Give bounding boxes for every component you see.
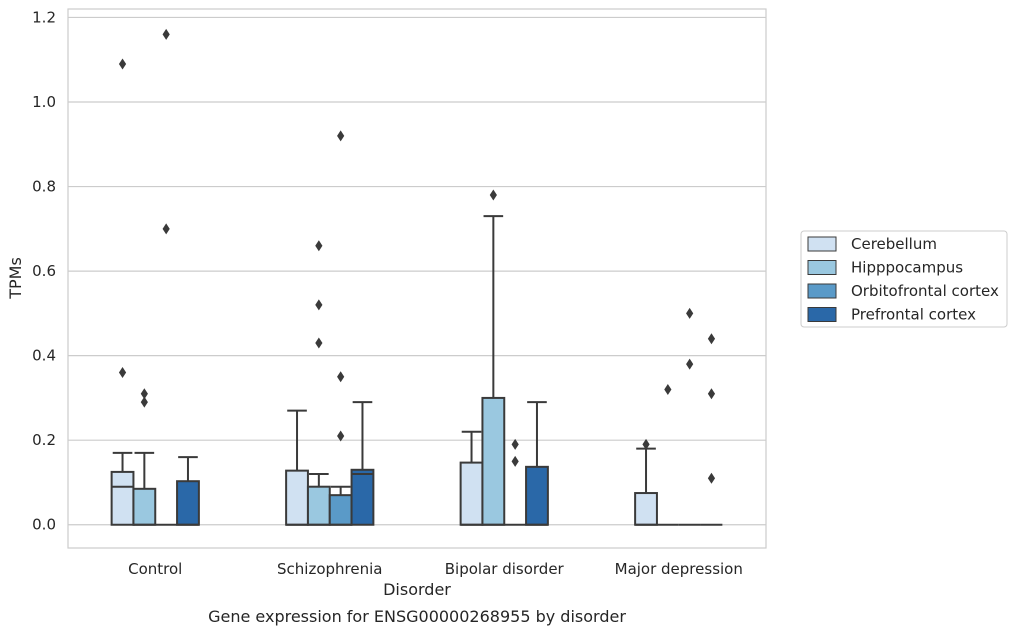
box-2-1 <box>328 485 353 526</box>
outlier-point <box>140 388 148 400</box>
legend-swatch <box>807 260 837 275</box>
legend-label: Hipppocampus <box>851 259 963 277</box>
y-tick-labels: 0.0 0.2 0.4 0.6 0.8 1.0 1.2 <box>32 8 56 533</box>
legend: Cerebellum Hipppocampus Orbitofrontal cort… <box>800 230 1008 328</box>
x-tick-label: Bipolar disorder <box>445 560 565 578</box>
x-tick-labels: Control Schizophrenia Bipolar disorder Majo… <box>128 560 743 578</box>
y-tick-label: 0.2 <box>32 431 56 449</box>
box-0-0 <box>110 451 135 526</box>
outlier-point <box>337 130 345 142</box>
box-body <box>525 465 549 526</box>
plot-frame <box>67 8 767 549</box>
outlier-point <box>686 307 694 319</box>
legend-label: Orbitofrontal cortex <box>851 282 999 300</box>
box-body <box>481 396 506 526</box>
box-1-2 <box>481 215 506 526</box>
box-0-3 <box>634 447 658 526</box>
legend-label: Prefrontal cortex <box>851 306 976 324</box>
box-body <box>110 470 135 526</box>
outlier-point <box>686 358 694 370</box>
box-body <box>176 480 200 526</box>
box-3-2 <box>525 401 549 526</box>
chart-caption: Gene expression for ENSG00000268955 by d… <box>208 607 626 626</box>
box-0-2 <box>459 430 484 526</box>
outlier-point <box>707 333 716 345</box>
y-tick-label: 0.4 <box>32 347 56 365</box>
outlier-point <box>118 367 127 379</box>
outlier-point <box>315 337 323 349</box>
outlier-point <box>707 472 716 484</box>
box-body <box>350 468 375 526</box>
legend-label: Cerebellum <box>851 235 937 253</box>
box-0-1 <box>285 409 309 526</box>
legend-item: Cerebellum <box>807 235 937 253</box>
y-gridlines <box>68 16 766 526</box>
outlier-point <box>315 299 323 311</box>
legend-item: Orbitofrontal cortex <box>807 282 999 300</box>
outlier-point <box>664 383 672 395</box>
x-tick-label: Schizophrenia <box>277 560 382 578</box>
box-body <box>306 485 331 526</box>
outlier-point <box>140 396 148 408</box>
boxes <box>110 215 723 526</box>
y-tick-label: 1.0 <box>32 93 56 111</box>
legend-swatch <box>807 236 837 252</box>
outlier-point <box>489 189 497 201</box>
box-body <box>132 487 157 526</box>
box-1-1 <box>306 473 331 526</box>
box-3-0 <box>176 456 200 526</box>
legend-item: Hipppocampus <box>807 259 963 277</box>
box-3-1 <box>350 401 375 526</box>
y-axis-label: TPMs <box>6 257 25 300</box>
outlier-point <box>511 455 519 467</box>
box-body <box>634 492 658 526</box>
outlier-point <box>707 388 716 400</box>
x-tick-label: Major depression <box>615 560 743 578</box>
box-body <box>459 461 484 526</box>
y-tick-label: 0.0 <box>32 516 56 534</box>
outlier-point <box>337 371 345 383</box>
outlier-point <box>511 438 519 450</box>
outlier-point <box>642 438 650 450</box>
y-tick-label: 1.2 <box>32 8 56 26</box>
box-1-0 <box>132 451 157 526</box>
box-body <box>328 494 353 526</box>
outlier-point <box>315 240 323 252</box>
outlier-point <box>118 58 127 70</box>
y-tick-label: 0.6 <box>32 262 56 280</box>
legend-item: Prefrontal cortex <box>807 306 976 324</box>
x-tick-label: Control <box>128 560 182 578</box>
outlier-point <box>162 28 170 40</box>
outliers <box>118 28 716 484</box>
box-body <box>285 469 309 526</box>
y-tick-label: 0.8 <box>32 178 56 196</box>
outlier-point <box>337 430 345 442</box>
legend-swatch <box>807 283 837 299</box>
x-axis-label: Disorder <box>383 580 451 599</box>
legend-swatch <box>807 307 837 322</box>
legend-frame <box>800 230 1008 328</box>
outlier-point <box>162 223 170 235</box>
